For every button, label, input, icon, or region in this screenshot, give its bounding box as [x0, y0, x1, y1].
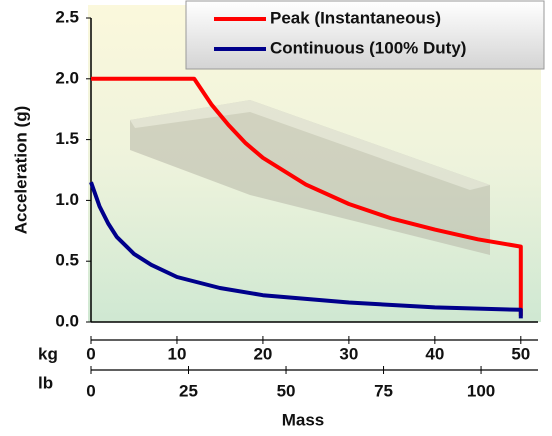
product-image [130, 100, 490, 255]
legend-label: Continuous (100% Duty) [270, 38, 466, 57]
x-tick-label: 0 [86, 344, 95, 363]
legend-label: Peak (Instantaneous) [270, 8, 441, 27]
x2-tick-label: 100 [467, 381, 495, 400]
y-tick-label: 2.5 [55, 7, 79, 26]
y-tick-label: 1.0 [55, 190, 79, 209]
x2-tick-label: 0 [86, 381, 95, 400]
series-line [89, 181, 523, 319]
x2-unit-label: lb [38, 373, 53, 392]
x2-tick-label: 25 [179, 381, 198, 400]
x-unit-label: kg [38, 344, 58, 363]
series-line [91, 76, 523, 316]
y-tick-label: 0.0 [55, 311, 79, 330]
x-tick-label: 40 [425, 344, 444, 363]
x-tick-label: 50 [511, 344, 530, 363]
x-tick-label: 10 [168, 344, 187, 363]
y-tick-label: 0.5 [55, 251, 79, 270]
x-tick-label: 20 [253, 344, 272, 363]
x2-tick-label: 50 [277, 381, 296, 400]
x-axis-title: Mass [282, 410, 325, 429]
x-tick-label: 30 [339, 344, 358, 363]
legend-box [185, 0, 545, 70]
y-tick-label: 2.0 [55, 68, 79, 87]
y-axis-title: Acceleration (g) [11, 106, 30, 234]
y-tick-label: 1.5 [55, 129, 79, 148]
x2-tick-label: 75 [374, 381, 393, 400]
